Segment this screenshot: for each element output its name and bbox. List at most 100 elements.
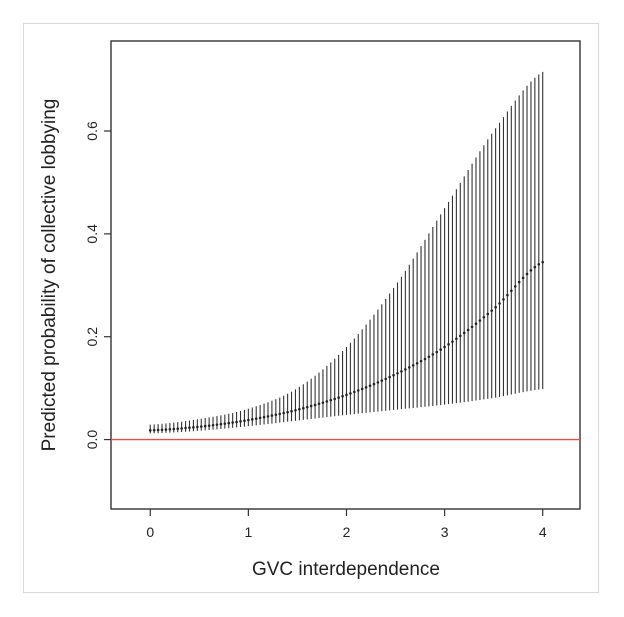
point-estimate: [513, 285, 517, 288]
point-estimate: [392, 373, 395, 377]
point-estimate: [356, 389, 360, 392]
point-estimate: [415, 362, 419, 365]
point-estimate: [325, 400, 329, 403]
point-estimate: [541, 260, 545, 264]
y-axis: 0.0 0.2 0.4 0.6: [84, 121, 111, 449]
point-estimate: [490, 309, 493, 312]
point-estimate: [250, 418, 254, 421]
point-estimate: [470, 325, 474, 329]
x-axis: 0 1 2 3 4: [146, 509, 547, 540]
point-estimate: [235, 420, 238, 424]
plot-area-border: [110, 40, 581, 510]
point-estimate: [451, 340, 454, 343]
point-estimate: [537, 263, 541, 266]
point-estimate: [188, 426, 191, 429]
point-estimate: [274, 413, 278, 417]
point-estimate: [372, 382, 376, 386]
point-estimate: [443, 345, 446, 349]
point-estimate: [462, 331, 466, 335]
point-estimate: [458, 334, 462, 338]
point-estimate: [498, 302, 501, 305]
point-estimate: [298, 407, 301, 411]
confidence-intervals: [149, 71, 544, 434]
point-estimates: [148, 260, 545, 432]
point-estimate: [517, 280, 521, 284]
point-estimate: [423, 357, 427, 361]
point-estimate: [521, 276, 525, 280]
point-estimate: [447, 343, 450, 346]
point-estimate: [196, 425, 199, 429]
point-estimate: [176, 427, 180, 431]
point-estimate: [227, 421, 231, 425]
point-estimate: [152, 428, 156, 432]
point-estimate: [407, 366, 411, 369]
point-estimate: [180, 427, 183, 430]
point-estimate: [388, 375, 391, 379]
x-tick-label: 3: [441, 524, 449, 540]
point-estimate: [219, 422, 223, 426]
point-estimate: [305, 405, 309, 409]
point-estimate: [215, 423, 219, 426]
point-estimate: [494, 305, 497, 309]
point-estimate: [455, 337, 458, 341]
point-estimate: [168, 427, 172, 431]
point-estimate: [337, 396, 340, 399]
point-estimate: [474, 322, 478, 326]
point-estimate: [223, 422, 227, 425]
point-estimate: [384, 377, 388, 381]
point-estimate: [368, 384, 372, 388]
point-estimate: [431, 353, 435, 356]
x-axis-title: GVC interdependence: [252, 559, 440, 580]
point-estimate: [313, 403, 317, 407]
point-estimate: [533, 265, 537, 269]
point-estimate: [203, 424, 207, 428]
point-estimate: [321, 401, 325, 404]
point-estimate: [199, 425, 203, 428]
point-estimate: [502, 298, 505, 301]
point-estimate: [404, 368, 407, 371]
point-estimate: [192, 426, 195, 429]
point-estimate: [482, 315, 486, 319]
point-estimate: [309, 404, 313, 408]
point-estimate: [360, 387, 364, 391]
point-estimate: [435, 350, 439, 354]
point-estimate: [302, 406, 305, 410]
point-estimate: [207, 424, 211, 427]
point-estimate: [529, 269, 533, 272]
point-estimate: [278, 412, 282, 416]
point-estimate: [506, 293, 509, 297]
point-estimate: [353, 390, 356, 394]
point-estimate: [172, 427, 176, 431]
x-tick-label: 1: [244, 524, 252, 540]
x-tick-label: 2: [343, 524, 351, 540]
point-estimate: [510, 289, 513, 293]
y-tick-label: 0.6: [84, 121, 100, 141]
point-estimate: [239, 420, 242, 423]
point-estimate: [156, 428, 160, 432]
point-estimate: [164, 428, 168, 431]
point-estimate: [211, 423, 215, 427]
point-estimate: [258, 416, 262, 420]
point-estimate: [262, 415, 266, 419]
point-estimate: [419, 359, 423, 363]
point-estimate: [396, 371, 399, 375]
point-estimate: [466, 328, 470, 332]
point-estimate: [266, 415, 270, 418]
point-estimate: [184, 426, 187, 430]
point-estimate: [411, 364, 415, 367]
y-tick-label: 0.4: [84, 224, 100, 244]
point-estimate: [341, 394, 344, 398]
point-estimate: [364, 386, 368, 389]
y-tick-label: 0.2: [84, 327, 100, 347]
point-estimate: [160, 428, 164, 432]
point-estimate: [333, 397, 337, 401]
x-tick-label: 0: [146, 524, 154, 540]
point-estimate: [380, 379, 384, 382]
point-estimate: [286, 410, 289, 414]
point-estimate: [345, 393, 348, 397]
point-estimate: [243, 419, 246, 422]
point-estimate: [349, 392, 352, 395]
point-estimate: [290, 409, 293, 413]
point-estimate: [478, 319, 482, 322]
